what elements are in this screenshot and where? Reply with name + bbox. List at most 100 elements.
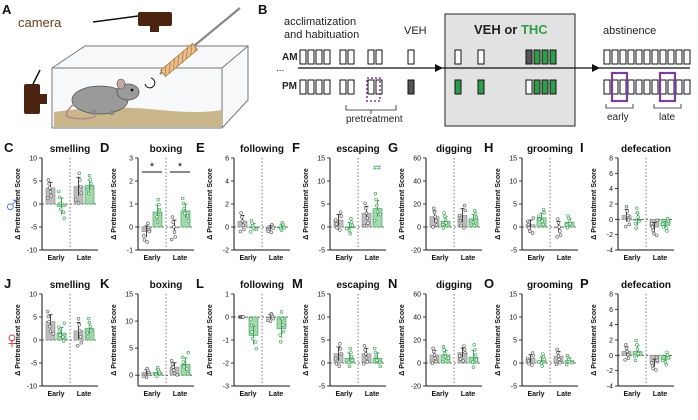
data-point bbox=[181, 201, 186, 206]
data-point bbox=[181, 196, 185, 201]
data-point bbox=[76, 317, 81, 321]
data-point bbox=[250, 330, 254, 334]
data-point bbox=[634, 226, 638, 230]
data-point bbox=[373, 346, 377, 351]
late-label: late bbox=[659, 112, 676, 123]
data-point bbox=[279, 310, 284, 314]
data-point bbox=[87, 316, 91, 321]
data-point bbox=[665, 229, 669, 233]
data-point bbox=[62, 321, 67, 325]
female-symbol: ♀ bbox=[3, 327, 21, 354]
y-tick-label: -5 bbox=[319, 384, 325, 391]
acclimatization-label-2: and habituation bbox=[284, 29, 359, 41]
data-point bbox=[175, 373, 180, 377]
y-tick-label: -5 bbox=[31, 225, 37, 232]
data-point bbox=[433, 214, 437, 219]
day-box bbox=[549, 79, 557, 95]
data-point bbox=[469, 218, 473, 223]
data-point bbox=[462, 347, 467, 352]
day-box bbox=[683, 79, 691, 95]
data-point bbox=[655, 358, 659, 362]
x-tick-label: Late bbox=[461, 391, 476, 398]
panel-title: escaping bbox=[336, 144, 379, 155]
data-point bbox=[473, 212, 478, 216]
data-point bbox=[432, 206, 436, 211]
data-point bbox=[76, 201, 81, 205]
data-point bbox=[157, 202, 161, 207]
x-tick-label: Early bbox=[527, 255, 544, 262]
data-point bbox=[348, 231, 352, 236]
day-box bbox=[525, 49, 533, 65]
data-point bbox=[634, 338, 638, 343]
y-tick-label: 4 bbox=[225, 179, 229, 186]
data-point bbox=[655, 218, 659, 223]
x-tick-label: Early bbox=[623, 255, 640, 262]
data-point bbox=[242, 227, 246, 232]
acclimatization-label-1: acclimatization bbox=[284, 16, 356, 28]
y-tick-label: 1 bbox=[129, 202, 133, 209]
day-box bbox=[635, 79, 643, 95]
data-point bbox=[78, 184, 83, 189]
data-point bbox=[279, 340, 283, 344]
y-tick-label: 10 bbox=[509, 315, 517, 322]
panel-letter: L bbox=[196, 276, 204, 291]
data-point bbox=[338, 228, 342, 232]
x-tick-label: Late bbox=[653, 255, 668, 262]
panel-title: digging bbox=[436, 144, 472, 155]
data-point bbox=[59, 207, 63, 211]
data-point bbox=[77, 171, 81, 175]
y-axis-label: Δ Pretreatment Score bbox=[207, 168, 214, 240]
y-tick-label: -10 bbox=[27, 384, 37, 391]
data-point bbox=[56, 325, 61, 329]
data-point bbox=[89, 181, 93, 186]
treatment-veh: VEH bbox=[474, 22, 501, 37]
y-axis-label: Δ Pretreatment Score bbox=[495, 304, 502, 376]
x-tick-label: Late bbox=[173, 255, 188, 262]
data-point bbox=[633, 222, 638, 226]
data-point bbox=[185, 214, 190, 218]
data-point bbox=[145, 240, 149, 244]
y-tick-label: 15 bbox=[125, 292, 133, 299]
panel-title: escaping bbox=[336, 280, 379, 291]
data-point bbox=[624, 224, 628, 229]
data-point bbox=[530, 363, 534, 367]
panel-letter: K bbox=[100, 276, 110, 291]
y-tick-label: 5 bbox=[129, 346, 133, 353]
data-point bbox=[335, 226, 339, 230]
y-axis-label: Δ Pretreatment Score bbox=[399, 168, 406, 240]
data-point bbox=[542, 357, 546, 362]
day-box bbox=[339, 49, 347, 65]
y-tick-label: 15 bbox=[317, 156, 325, 163]
data-point bbox=[474, 215, 478, 219]
panel-letter: F bbox=[292, 140, 300, 155]
x-tick-label: Late bbox=[461, 255, 476, 262]
data-point bbox=[170, 359, 174, 363]
data-point bbox=[458, 357, 463, 361]
y-tick-label: 2 bbox=[609, 338, 613, 345]
data-point bbox=[636, 215, 640, 219]
y-tick-label: 5 bbox=[321, 202, 325, 209]
y-axis-label: Δ Pretreatment Score bbox=[15, 168, 22, 240]
day-box bbox=[454, 49, 462, 65]
y-tick-label: -5 bbox=[511, 384, 517, 391]
x-tick-label: Early bbox=[143, 255, 160, 262]
data-point bbox=[564, 362, 569, 367]
data-point bbox=[568, 222, 572, 226]
treatment-thc: THC bbox=[521, 22, 548, 37]
panel-title: defecation bbox=[621, 280, 671, 291]
data-point bbox=[472, 343, 476, 347]
data-point bbox=[158, 212, 163, 217]
y-tick-label: 60 bbox=[413, 292, 421, 299]
data-point bbox=[186, 219, 191, 223]
pretreatment-label: pretreatment bbox=[346, 114, 403, 125]
data-point bbox=[432, 210, 437, 215]
data-point bbox=[654, 368, 658, 372]
data-point bbox=[86, 334, 90, 339]
data-point bbox=[558, 229, 562, 233]
data-point bbox=[61, 339, 66, 343]
y-tick-label: -5 bbox=[511, 248, 517, 255]
y-tick-label: 0 bbox=[33, 338, 37, 345]
y-tick-label: 5 bbox=[321, 338, 325, 345]
treatment-box bbox=[444, 13, 576, 127]
